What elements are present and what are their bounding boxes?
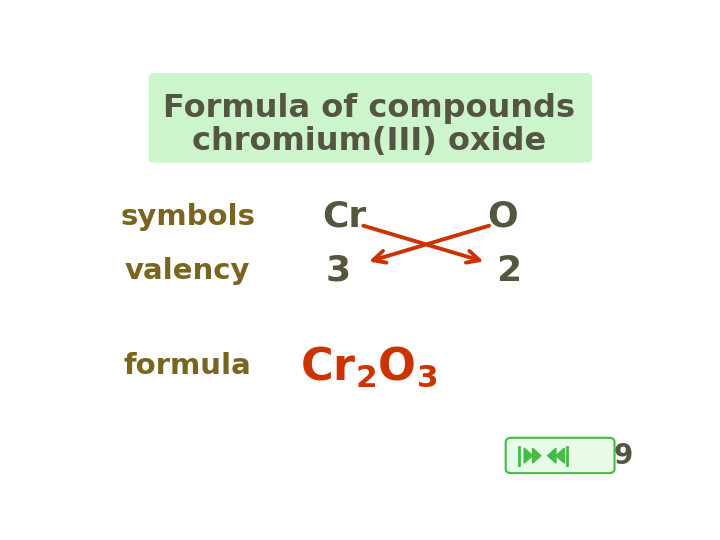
Polygon shape xyxy=(533,448,541,463)
Polygon shape xyxy=(547,448,556,463)
Text: Cr: Cr xyxy=(322,200,366,234)
Text: Formula of compounds: Formula of compounds xyxy=(163,93,575,124)
Text: 9: 9 xyxy=(613,442,632,470)
Text: valency: valency xyxy=(125,256,251,285)
Text: 2: 2 xyxy=(496,254,521,288)
Text: O: O xyxy=(487,200,518,234)
Text: formula: formula xyxy=(124,352,251,380)
FancyBboxPatch shape xyxy=(505,438,615,473)
FancyBboxPatch shape xyxy=(148,73,593,163)
Text: symbols: symbols xyxy=(120,202,255,231)
Text: chromium(III) oxide: chromium(III) oxide xyxy=(192,126,546,157)
Text: 3: 3 xyxy=(325,254,351,288)
Text: $\mathbf{Cr_2O_3}$: $\mathbf{Cr_2O_3}$ xyxy=(300,344,438,388)
Polygon shape xyxy=(556,448,564,463)
Polygon shape xyxy=(524,448,533,463)
